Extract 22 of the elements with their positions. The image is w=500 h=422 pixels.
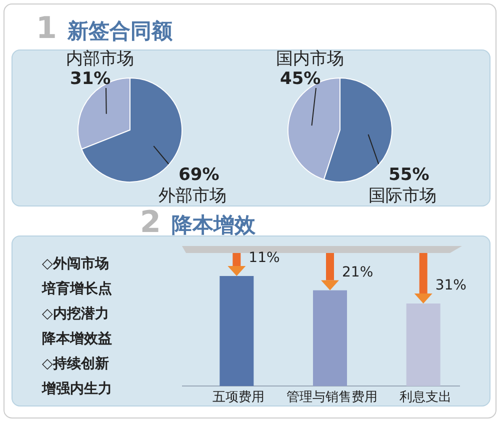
data-label: 69% xyxy=(178,165,220,185)
annotation: 11% xyxy=(248,250,280,266)
slice-label: 内部市场 xyxy=(66,49,134,69)
text: 培育增长点 xyxy=(41,280,112,297)
slice-label: 外部市场 xyxy=(158,186,227,206)
chart-title: 2 降本增效 xyxy=(140,205,256,240)
slice-label: 国际市场 xyxy=(368,186,437,206)
data-label: 45% xyxy=(280,69,321,89)
text: 增强内生力 xyxy=(41,381,112,397)
text: ◇外闯市场 xyxy=(42,255,109,272)
annotation: 21% xyxy=(342,264,374,280)
slice-label: 国内市场 xyxy=(276,49,344,69)
data-label: 31% xyxy=(70,69,111,89)
text: 降本增效益 xyxy=(42,331,112,347)
x-tick-label: 五项费用 xyxy=(212,390,265,405)
chart-title: 1 新签合同额 xyxy=(36,11,174,46)
text: ◇持续创新 xyxy=(42,355,109,372)
text: ◇内挖潜力 xyxy=(42,306,109,322)
data-label: 55% xyxy=(388,165,430,185)
x-tick-label: 利息支出 xyxy=(399,390,452,405)
annotation: 31% xyxy=(435,278,466,294)
x-tick-label: 管理与销售费用 xyxy=(286,390,378,405)
